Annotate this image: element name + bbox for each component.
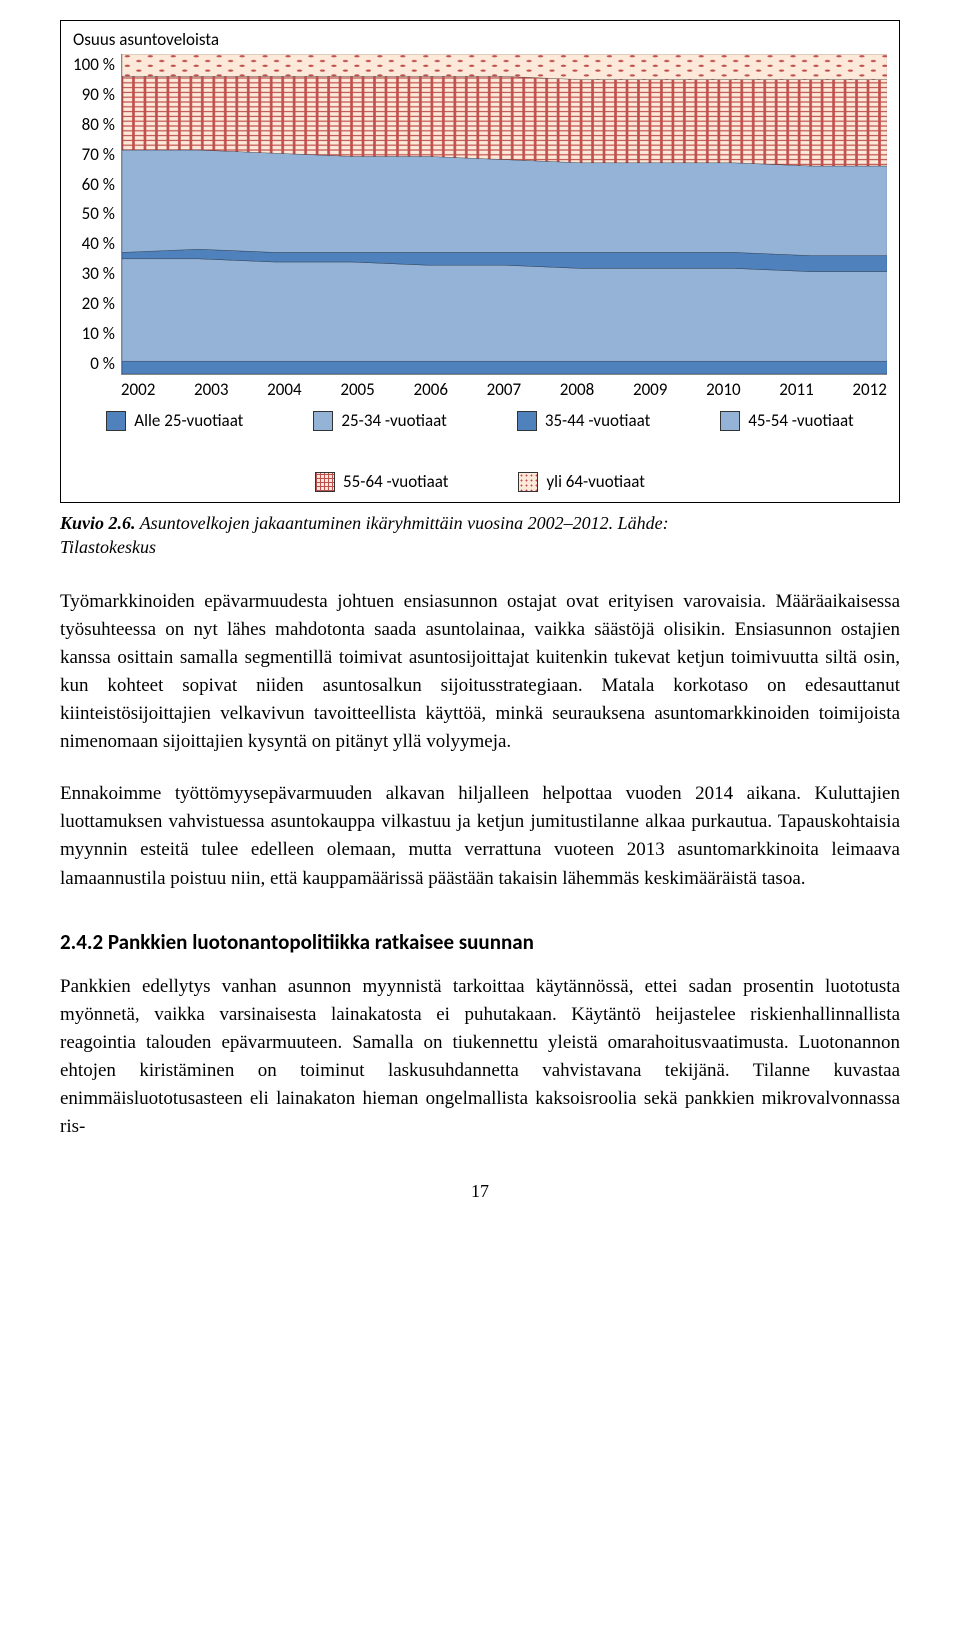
y-tick: 50 % — [82, 203, 115, 224]
chart-plot — [121, 54, 887, 375]
swatch-icon — [720, 411, 740, 431]
x-tick: 2005 — [340, 379, 374, 400]
section-heading: 2.4.2 Pankkien luotonantopolitiikka ratk… — [60, 929, 900, 955]
chart-area: 100 % 90 % 80 % 70 % 60 % 50 % 40 % 30 %… — [73, 54, 887, 400]
caption-text: Tilastokeskus — [60, 537, 156, 557]
legend-item: 55-64 -vuotiaat — [315, 471, 448, 492]
y-tick: 30 % — [82, 263, 115, 284]
x-tick: 2011 — [779, 379, 813, 400]
swatch-icon — [106, 411, 126, 431]
x-axis: 2002 2003 2004 2005 2006 2007 2008 2009 … — [121, 375, 887, 400]
y-tick: 10 % — [82, 323, 115, 344]
legend-label: 35-44 -vuotiaat — [545, 410, 650, 431]
swatch-icon — [517, 411, 537, 431]
legend-label: 55-64 -vuotiaat — [343, 471, 448, 492]
swatch-icon — [313, 411, 333, 431]
y-tick: 40 % — [82, 233, 115, 254]
legend-label: Alle 25-vuotiaat — [134, 410, 243, 431]
x-tick: 2009 — [633, 379, 667, 400]
y-tick: 20 % — [82, 293, 115, 314]
y-tick: 0 % — [90, 353, 115, 374]
legend-label: yli 64-vuotiaat — [546, 471, 645, 492]
y-tick: 70 % — [82, 144, 115, 165]
x-tick: 2003 — [194, 379, 228, 400]
y-tick: 80 % — [82, 114, 115, 135]
chart-container: Osuus asuntoveloista 100 % 90 % 80 % 70 … — [60, 20, 900, 503]
legend-label: 25-34 -vuotiaat — [341, 410, 446, 431]
x-tick: 2004 — [267, 379, 301, 400]
swatch-icon — [518, 472, 538, 492]
stacked-area-svg — [122, 54, 887, 374]
page-number: 17 — [60, 1181, 900, 1202]
x-tick: 2006 — [413, 379, 447, 400]
caption-text: Asuntovelkojen jakaantuminen ikäryhmittä… — [136, 513, 669, 533]
chart-title: Osuus asuntoveloista — [73, 29, 887, 50]
x-tick: 2007 — [487, 379, 521, 400]
legend-item: 35-44 -vuotiaat — [517, 410, 650, 431]
y-tick: 90 % — [82, 84, 115, 105]
x-tick: 2012 — [852, 379, 886, 400]
caption-label: Kuvio 2.6. — [60, 513, 136, 533]
legend-item: Alle 25-vuotiaat — [106, 410, 243, 431]
body-paragraph: Ennakoimme työttömyysepävarmuuden alkava… — [60, 780, 900, 892]
legend-item: yli 64-vuotiaat — [518, 471, 645, 492]
y-tick: 60 % — [82, 174, 115, 195]
swatch-icon — [315, 472, 335, 492]
x-tick: 2008 — [560, 379, 594, 400]
chart-legend: Alle 25-vuotiaat 25-34 -vuotiaat 35-44 -… — [73, 410, 887, 492]
x-tick: 2002 — [121, 379, 155, 400]
y-axis: 100 % 90 % 80 % 70 % 60 % 50 % 40 % 30 %… — [73, 54, 121, 374]
body-paragraph: Työmarkkinoiden epävarmuudesta johtuen e… — [60, 588, 900, 757]
figure-caption: Kuvio 2.6. Asuntovelkojen jakaantuminen … — [60, 511, 900, 560]
legend-label: 45-54 -vuotiaat — [748, 410, 853, 431]
x-tick: 2010 — [706, 379, 740, 400]
legend-item: 25-34 -vuotiaat — [313, 410, 446, 431]
legend-item: 45-54 -vuotiaat — [720, 410, 853, 431]
y-tick: 100 % — [73, 54, 115, 75]
body-paragraph: Pankkien edellytys vanhan asunnon myynni… — [60, 973, 900, 1142]
